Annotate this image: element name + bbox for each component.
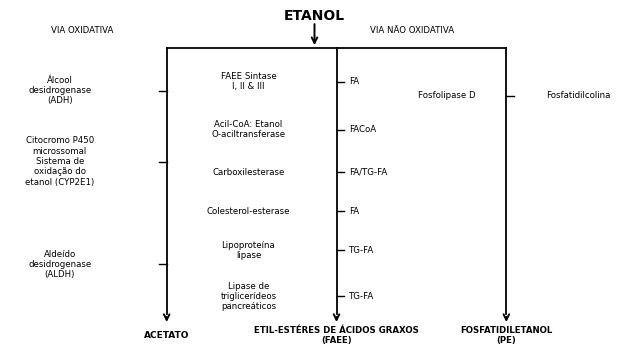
Text: Carboxilesterase: Carboxilesterase <box>212 168 285 177</box>
Text: Álcool
desidrogenase
(ADH): Álcool desidrogenase (ADH) <box>28 76 91 105</box>
Text: Lipase de
triglicerídeos
pancreáticos: Lipase de triglicerídeos pancreáticos <box>220 282 277 311</box>
Text: ETANOL: ETANOL <box>284 9 345 23</box>
Text: Citocromo P450
microssomal
Sistema de
oxidação do
etanol (CYP2E1): Citocromo P450 microssomal Sistema de ox… <box>25 136 94 187</box>
Text: Aldeído
desidrogenase
(ALDH): Aldeído desidrogenase (ALDH) <box>28 250 91 279</box>
Text: FA/TG-FA: FA/TG-FA <box>349 168 387 177</box>
Text: Colesterol-esterase: Colesterol-esterase <box>207 207 290 216</box>
Text: FA: FA <box>349 207 359 216</box>
Text: ETIL-ESTÉRES DE ÁCIDOS GRAXOS
(FAEE): ETIL-ESTÉRES DE ÁCIDOS GRAXOS (FAEE) <box>254 326 419 345</box>
Text: Acil-CoA: Etanol
O-aciltransferase: Acil-CoA: Etanol O-aciltransferase <box>211 120 286 139</box>
Text: Fosfatidilcolina: Fosfatidilcolina <box>547 91 611 100</box>
Text: ACETATO: ACETATO <box>144 331 189 340</box>
Text: FOSFATIDILETANOL
(PE): FOSFATIDILETANOL (PE) <box>460 326 552 345</box>
Text: FACoA: FACoA <box>349 125 376 134</box>
Text: VIA NÃO OXIDATIVA: VIA NÃO OXIDATIVA <box>370 26 454 35</box>
Text: TG-FA: TG-FA <box>349 246 374 255</box>
Text: TG-FA: TG-FA <box>349 292 374 301</box>
Text: Fosfolipase D: Fosfolipase D <box>418 91 476 100</box>
Text: Lipoproteína
lipase: Lipoproteína lipase <box>221 241 276 260</box>
Text: FAEE Sintase
I, II & III: FAEE Sintase I, II & III <box>221 72 276 91</box>
Text: VIA OXIDATIVA: VIA OXIDATIVA <box>50 26 113 35</box>
Text: FA: FA <box>349 77 359 86</box>
